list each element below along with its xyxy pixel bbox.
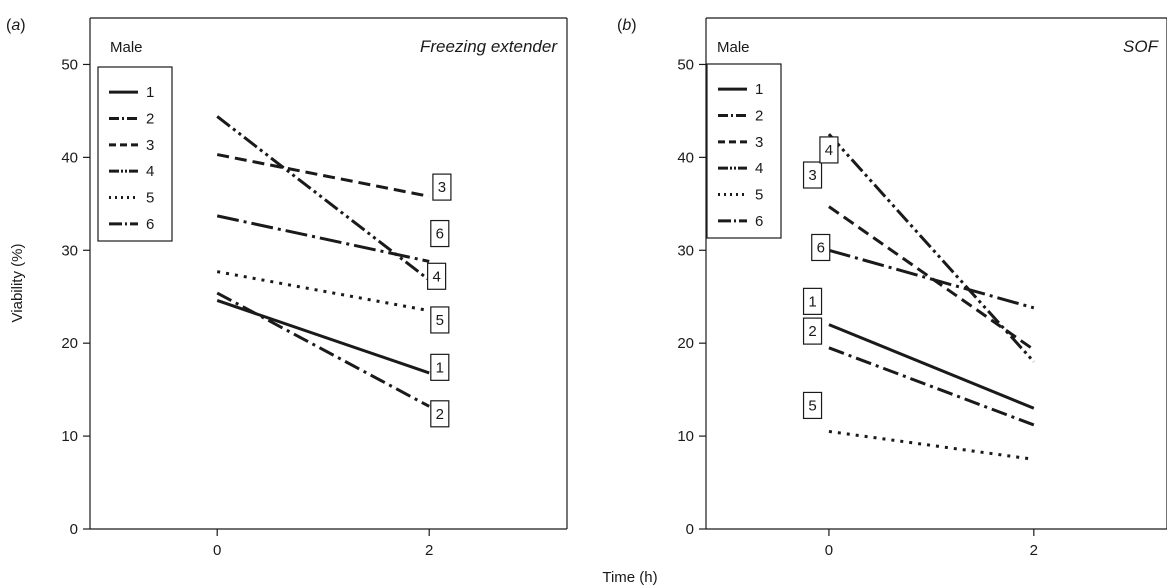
series-tag-box-3 [432,173,452,201]
series-tag-box-2 [802,317,823,345]
y-tick-label: 50 [677,56,694,73]
series-line-male-3 [216,153,430,198]
series-tag-box-3 [802,161,823,189]
x-axis-label: Time (h) [602,569,657,586]
series-tag-label: 3 [808,167,816,184]
y-tick-label: 0 [70,521,78,538]
series-line-male-2 [216,291,430,408]
y-tick-label: 40 [61,149,78,166]
chart-title: Freezing extender [420,37,558,56]
panel-label: (b) [617,17,637,34]
series-tag-label: 6 [436,226,444,243]
y-tick-label: 30 [61,242,78,259]
y-tick-label: 30 [677,242,694,259]
legend-entry-label: 4 [146,163,154,180]
series-tag-label: 3 [438,179,446,196]
legend: Male 1 2 3 4 5 6 [97,39,173,242]
series-tag-label: 4 [432,268,440,285]
series-tag-label: 1 [808,293,816,310]
y-tick-label: 50 [61,56,78,73]
legend-entry-label: 1 [146,84,154,101]
series-tag-label: 5 [808,397,816,414]
x-tick-label: 2 [1030,542,1038,559]
series-line-male-2 [828,346,1035,427]
chart-title: SOF [1123,37,1160,56]
series-tag-box-6 [811,233,831,262]
series-tag-label: 4 [825,142,833,159]
y-tick-label: 40 [677,149,694,166]
y-tick-label: 20 [61,335,78,352]
y-axis-label: Viability (%) [9,244,26,323]
y-tick-label: 20 [677,335,694,352]
series-tag-label: 5 [436,312,444,329]
x-tick-label: 0 [825,542,833,559]
x-tick-label: 2 [425,542,433,559]
y-tick-label: 0 [686,521,694,538]
series-tag-box-4 [427,262,447,290]
series-line-male-4 [216,115,431,282]
legend-entry-label: 1 [755,81,763,98]
series-tag-box-6 [430,219,450,248]
x-tick-label: 0 [213,542,221,559]
legend-box [97,66,173,242]
series-tag-label: 2 [808,323,816,340]
series-tag-box-1 [802,287,823,315]
series-tag-box-5 [430,306,450,334]
series-tag-box-4 [819,136,839,164]
legend-entry-label: 5 [146,190,154,207]
series-line-male-4 [827,133,1035,363]
series-tag-label: 2 [436,406,444,423]
legend-entry-label: 3 [755,134,763,151]
legend-entry-label: 3 [146,137,154,154]
legend-entry-label: 4 [755,160,763,177]
legend-title: Male [717,39,750,56]
series-line-male-3 [828,205,1035,351]
y-tick-label: 10 [61,428,78,445]
series-tag-box-2 [430,400,450,428]
series-line-male-6 [828,248,1035,310]
legend: Male 1 2 3 4 5 6 [706,39,782,239]
legend-title: Male [110,39,143,56]
series-tag-label: 6 [817,239,825,256]
legend-entry-label: 6 [146,216,154,233]
legend-entry-label: 2 [755,108,763,125]
series-line-male-6 [216,214,430,263]
legend-entry-label: 2 [146,111,154,128]
legend-entry-label: 6 [755,213,763,230]
series-line-male-5 [828,429,1035,461]
y-tick-label: 10 [677,428,694,445]
legend-entry-label: 5 [755,187,763,204]
series-line-male-5 [216,270,430,313]
panel-label: (a) [6,17,26,34]
series-tag-box-5 [802,391,823,420]
series-tag-box-1 [430,353,450,381]
legend-box [706,63,782,239]
series-tag-label: 1 [436,359,444,376]
series-line-male-1 [828,323,1035,410]
